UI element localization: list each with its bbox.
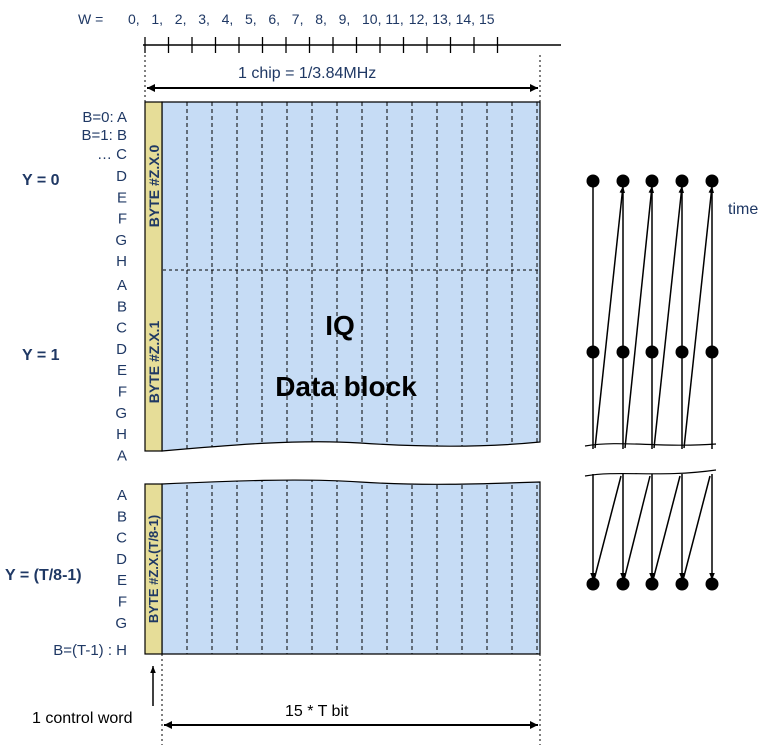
time-dot [705,577,719,591]
w-tick-label: 4, [222,11,234,27]
w-tick-label: 14, [456,11,475,27]
time-dot [616,577,630,591]
last-row-label: B=(T-1) : H [53,642,127,659]
time-label: time [728,201,758,218]
y-label-1: Y = 1 [22,347,60,364]
row-letter: B [117,508,127,525]
control-byte-column-top [144,101,163,452]
time-dot [616,345,630,359]
time-return-line [624,185,655,449]
w-tick-label: 5, [245,11,257,27]
w-tick-label: 9, [339,11,351,27]
w-tick-label: 1, [151,11,163,27]
row-letter: G [115,405,127,422]
top-block-column-dividers [186,102,538,451]
iq-block-top [161,101,541,452]
control-word-label: 1 control word [32,710,133,727]
time-diagram-break-top [584,443,717,447]
time-dot [705,174,719,188]
w-tick-label: 15 [479,11,495,27]
row-letter: B [117,298,127,315]
row-letter: F [118,594,127,611]
w-tick-label: 3, [198,11,210,27]
w-axis-ticks [144,37,499,53]
row-letter: C [116,530,127,547]
row-letter: E [117,362,127,379]
w-tick-label: 8, [315,11,327,27]
w-tick-label: 2, [175,11,187,27]
iq-block-bottom [161,479,541,655]
time-return-line-bottom [651,475,681,585]
row-letter: D [116,341,127,358]
time-dot [645,577,659,591]
control-byte-column-bottom [144,483,163,655]
w-tick-label: 6, [268,11,280,27]
row-letter: C [116,320,127,337]
time-dot [586,577,600,591]
control-byte-label-0: BYTE #Z.X.0 [146,145,162,228]
y-label-last: Y = (T/8-1) [5,567,82,584]
row-letter: H [116,253,127,270]
iq-subtitle: Data block [275,371,417,402]
control-byte-label-last: BYTE #Z.X.(T/8-1) [146,515,161,623]
byte-label-ellipsis: … C [97,146,127,163]
time-dot [645,345,659,359]
w-axis-tick-labels: 0, 1, 2, 3, 4, 5, 6, 7, 8, 9, 10, 11, 12, 13, 14, 15 [128,11,495,27]
row-letter: F [118,384,127,401]
w-tick-label: 7, [292,11,304,27]
row-letter: F [118,211,127,228]
row-letter: D [116,168,127,185]
time-diagram-break-bottom [584,469,717,477]
row-letter: A [117,277,127,294]
time-dot [675,577,689,591]
time-dot [675,174,689,188]
w-tick-label: 11, [385,11,403,27]
time-return-line-bottom [592,475,622,585]
time-dot [705,345,719,359]
time-return-line [594,185,626,449]
row-letter: A [117,447,127,464]
time-dot [586,174,600,188]
byte-label-b1: B=1: B [82,127,127,144]
w-tick-label: 13, [432,11,451,27]
w-tick-label: 0, [128,11,140,27]
row-letter: E [117,189,127,206]
bit-label: 15 * T bit [285,703,349,720]
byte-label-b0: B=0: A [82,109,127,126]
w-axis-prefix: W = [78,11,103,27]
time-dot [616,174,630,188]
row-letter: D [116,551,127,568]
y-label-0: Y = 0 [22,172,60,189]
time-dot [675,345,689,359]
time-order-diagram [584,174,719,591]
row-letter: E [117,572,127,589]
time-return-line-bottom [622,475,651,585]
w-tick-label: 12, [409,11,428,27]
row-letter: A [117,487,127,504]
row-letter: H [116,426,127,443]
time-dot [586,345,600,359]
w-tick-label: 10, [362,11,381,27]
time-return-line [683,185,715,449]
row-letter: G [115,615,127,632]
time-diagram-gap [586,450,716,470]
time-return-line-bottom [681,475,711,585]
time-return-line [653,185,685,449]
control-byte-label-1: BYTE #Z.X.1 [146,321,162,404]
bottom-block-column-dividers [186,480,538,654]
time-dot [645,174,659,188]
iq-title: IQ [325,310,355,341]
row-letter: G [115,232,127,249]
chip-label: 1 chip = 1/3.84MHz [238,65,376,82]
